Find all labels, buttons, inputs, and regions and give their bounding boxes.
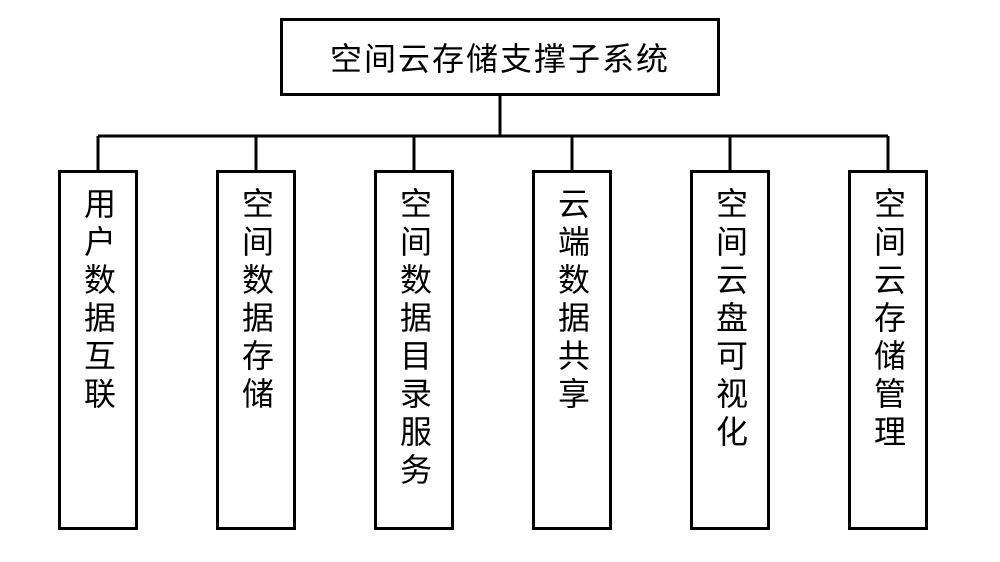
child-node-5: 空间云存储管理 (848, 170, 928, 530)
child-node-0: 用户数据互联 (58, 170, 138, 530)
child-node-4: 空间云盘可视化 (690, 170, 770, 530)
child-label: 空间云存储管理 (865, 187, 911, 453)
child-label: 空间云盘可视化 (707, 187, 753, 453)
root-node: 空间云存储支撑子系统 (280, 18, 720, 96)
child-node-1: 空间数据存储 (216, 170, 296, 530)
child-label: 云端数据共享 (549, 187, 595, 415)
child-label: 空间数据目录服务 (391, 187, 437, 491)
child-node-3: 云端数据共享 (532, 170, 612, 530)
org-tree-diagram: 空间云存储支撑子系统 用户数据互联 空间数据存储 空间数据目录服务 云端数据共享… (0, 0, 1000, 562)
child-label: 空间数据存储 (233, 187, 279, 415)
child-node-2: 空间数据目录服务 (374, 170, 454, 530)
root-label: 空间云存储支撑子系统 (330, 34, 670, 80)
child-label: 用户数据互联 (75, 187, 121, 415)
